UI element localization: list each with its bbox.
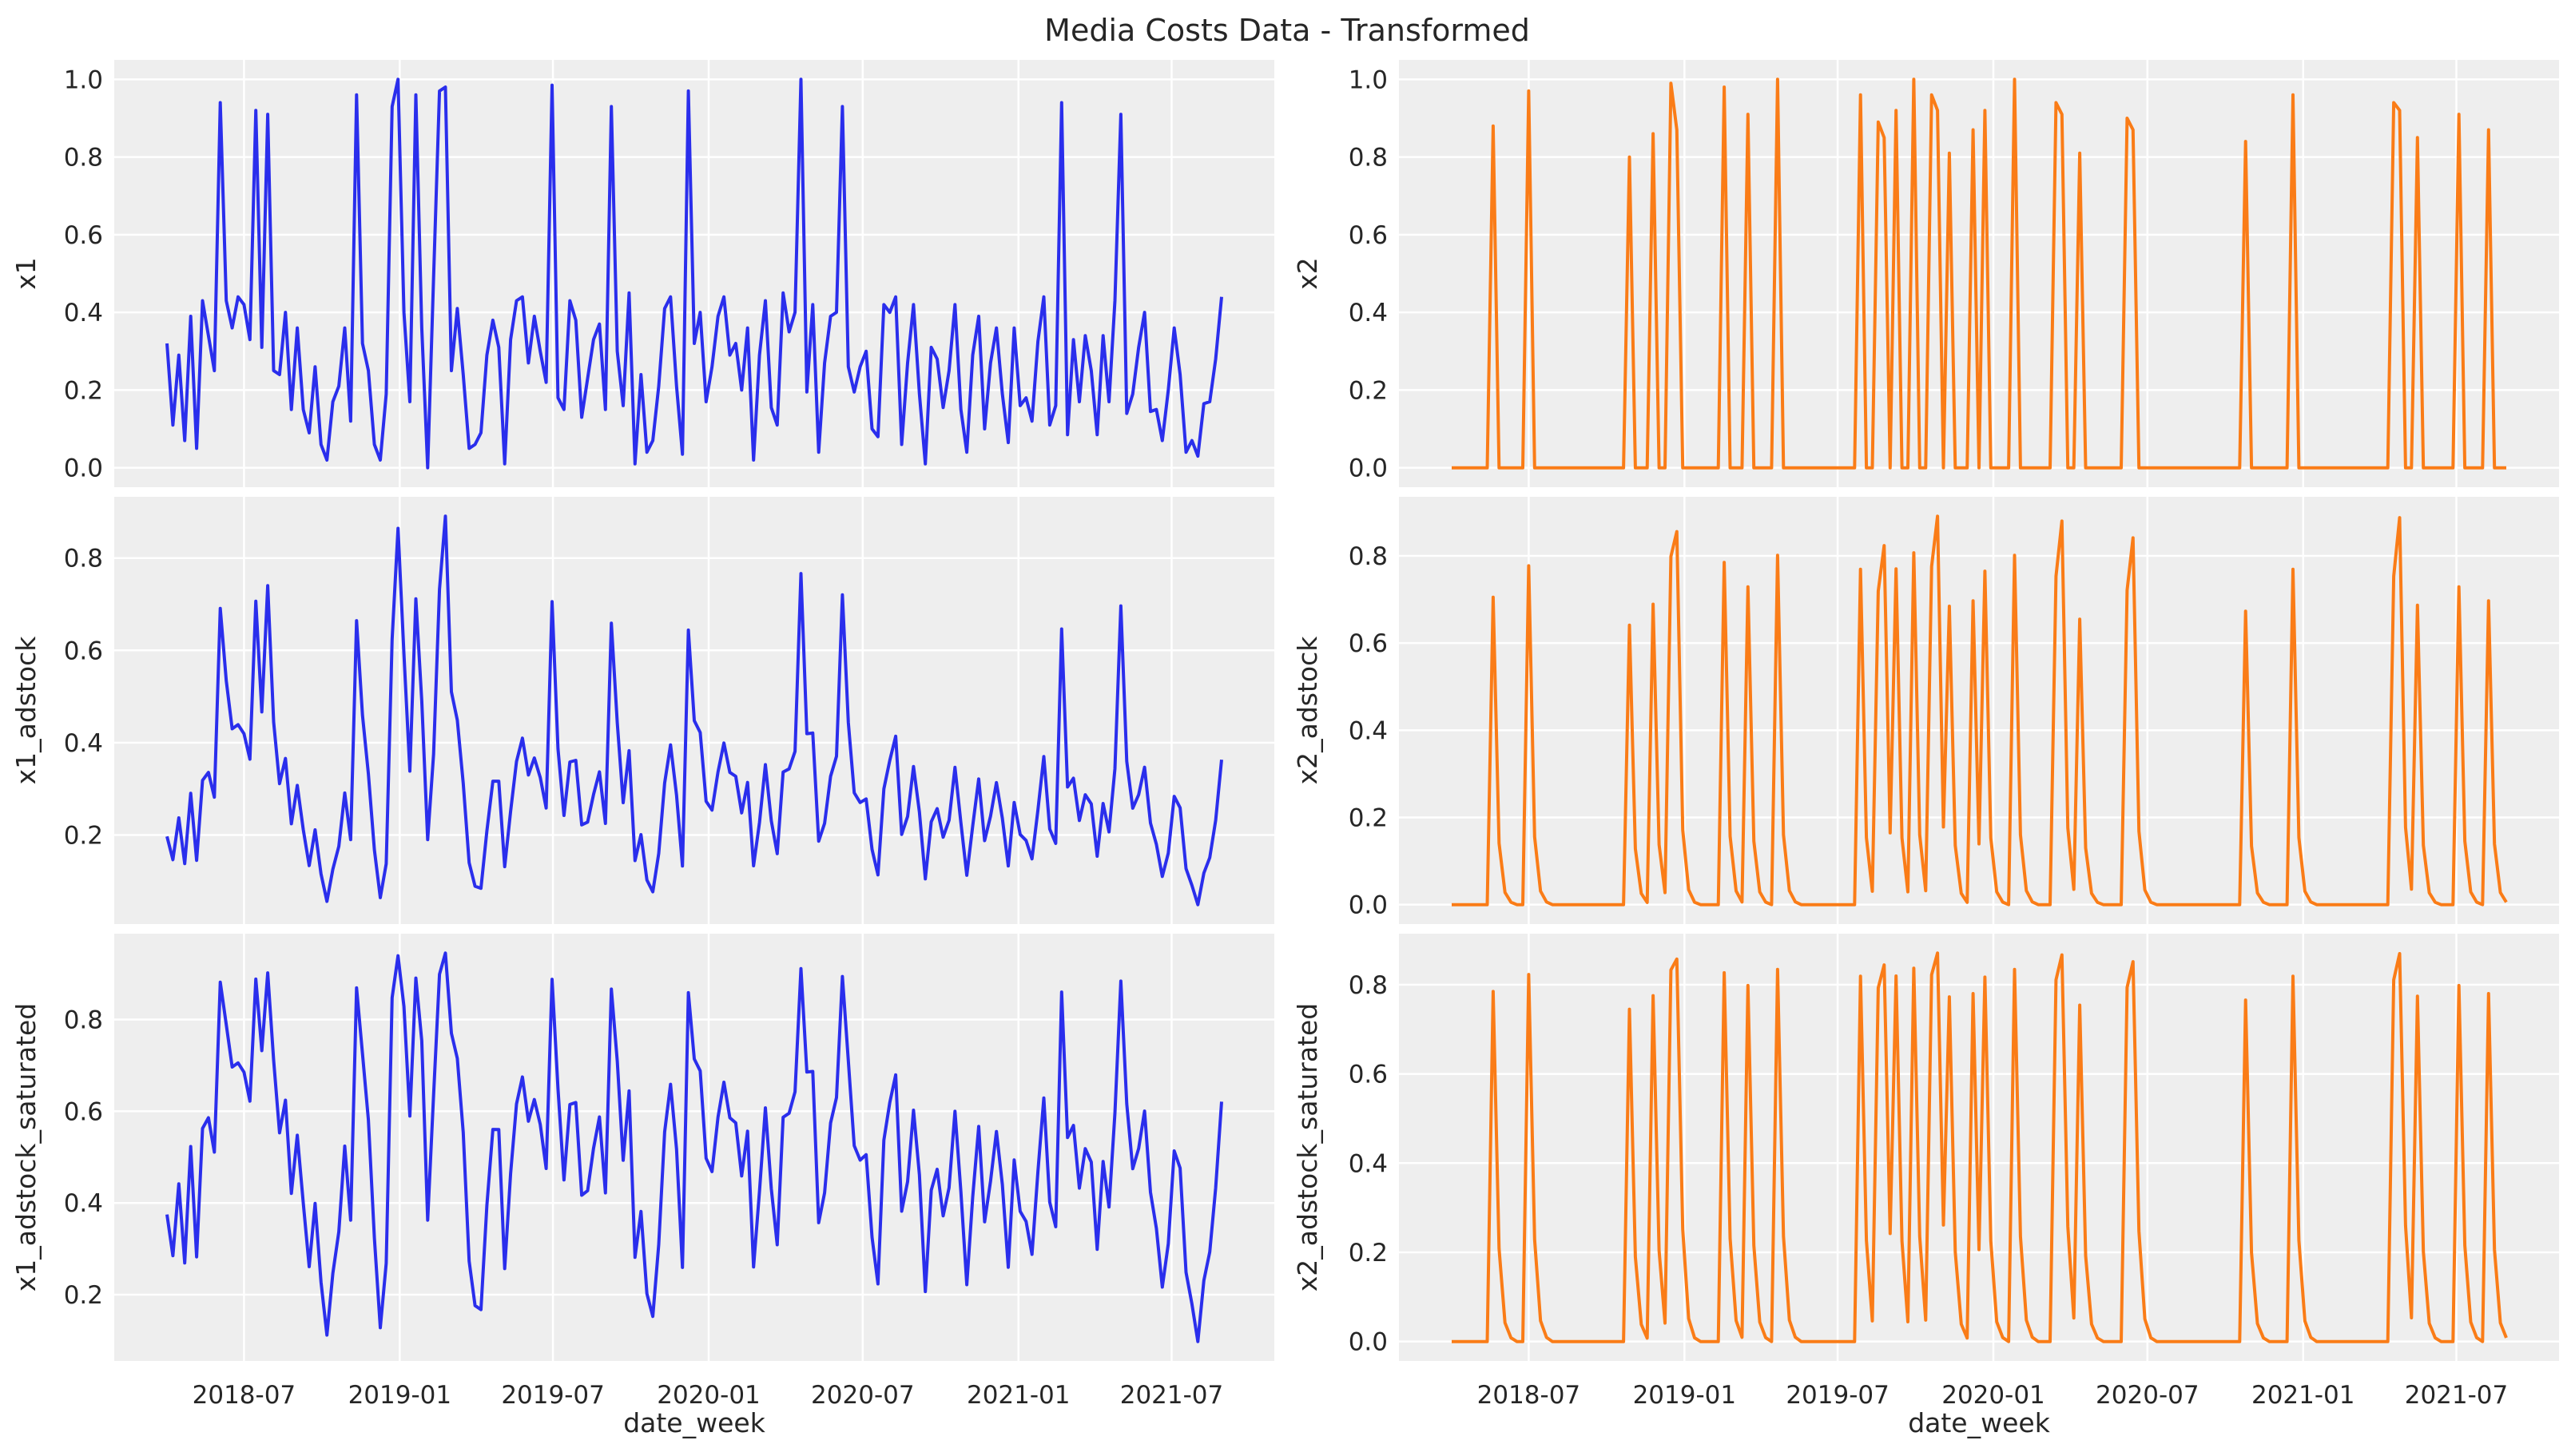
plot-background xyxy=(1399,497,2559,924)
x-tick-label: 2019-01 xyxy=(1633,1381,1737,1410)
series-line-x1 xyxy=(165,77,1223,470)
series-line-x2_adstock xyxy=(1452,514,2508,907)
y-tick-label: 0.6 xyxy=(64,1097,103,1126)
x-tick-label: 2020-07 xyxy=(811,1381,915,1410)
y-tick-label: 0.6 xyxy=(1349,629,1388,658)
x-tick-label: 2021-01 xyxy=(2251,1381,2355,1410)
y-tick-label: 0.0 xyxy=(1349,454,1388,483)
plot-background xyxy=(114,934,1274,1361)
series-line-x1_adstock xyxy=(165,514,1223,907)
x-axis-label: date_week xyxy=(623,1407,766,1438)
y-tick-label: 0.2 xyxy=(64,821,103,850)
y-tick-label: 0.6 xyxy=(1349,1061,1388,1089)
y-tick-label: 0.6 xyxy=(64,221,103,250)
y-tick-label: 0.6 xyxy=(1349,221,1388,250)
y-tick-label: 0.2 xyxy=(64,376,103,405)
y-tick-label: 1.0 xyxy=(1349,65,1388,94)
y-tick-label: 0.2 xyxy=(1349,1239,1388,1268)
subplot-x1: 0.0 0.2 0.4 0.6 0.8 1.0 x1 xyxy=(10,60,1274,487)
series-line-x1_adstock_saturated xyxy=(165,951,1223,1343)
y-tick-label: 0.4 xyxy=(1349,1149,1388,1178)
y-tick-label: 0.6 xyxy=(64,637,103,665)
y-axis-label: x1 xyxy=(10,257,42,290)
y-tick-label: 0.8 xyxy=(64,1006,103,1034)
y-axis-label: x2_adstock_saturated xyxy=(1292,1003,1323,1292)
subplot-x2_adstock_saturated: 2018-07 2019-01 2019-07 2020-01 2020-07 2021-… xyxy=(1292,934,2559,1438)
y-tick-label: 0.0 xyxy=(1349,891,1388,920)
plot-background xyxy=(1399,934,2559,1361)
y-axis-label: x2_adstock xyxy=(1292,636,1323,785)
y-tick-label: 1.0 xyxy=(64,65,103,94)
subplot-x1_adstock: 0.2 0.4 0.6 0.8 x1_adstock xyxy=(10,497,1274,924)
y-tick-label: 0.8 xyxy=(64,545,103,573)
x-axis-label: date_week xyxy=(1908,1407,2051,1438)
x-tick-label: 2019-07 xyxy=(1786,1381,1890,1410)
y-tick-label: 0.4 xyxy=(1349,716,1388,745)
subplot-x2_adstock: 0.0 0.2 0.4 0.6 0.8 x2_adstock xyxy=(1292,497,2559,924)
x-tick-label: 2021-07 xyxy=(2405,1381,2509,1410)
y-tick-label: 0.8 xyxy=(64,144,103,173)
y-tick-label: 0.8 xyxy=(1349,144,1388,173)
x-tick-label: 2021-07 xyxy=(1120,1381,1224,1410)
series-line-x2_adstock_saturated xyxy=(1452,951,2508,1343)
figure-title: Media Costs Data - Transformed xyxy=(1044,13,1530,48)
subplot-x1_adstock_saturated: 2018-07 2019-01 2019-07 2020-01 2020-07 2021-… xyxy=(10,934,1274,1438)
y-axis-label: x2 xyxy=(1292,257,1323,290)
x-tick-label: 2018-07 xyxy=(193,1381,296,1410)
y-tick-label: 0.2 xyxy=(1349,376,1388,405)
y-tick-label: 0.4 xyxy=(64,1189,103,1218)
y-axis-label: x1_adstock xyxy=(10,636,42,785)
x-tick-label: 2020-01 xyxy=(657,1381,761,1410)
y-tick-label: 0.8 xyxy=(1349,971,1388,1000)
x-tick-label: 2018-07 xyxy=(1477,1381,1581,1410)
y-tick-label: 0.2 xyxy=(1349,804,1388,833)
series-line-x2 xyxy=(1452,77,2506,470)
y-tick-label: 0.2 xyxy=(64,1281,103,1310)
plot-background xyxy=(114,60,1274,487)
x-tick-label: 2019-07 xyxy=(501,1381,605,1410)
y-tick-label: 0.4 xyxy=(64,299,103,327)
x-tick-label: 2020-07 xyxy=(2096,1381,2199,1410)
y-axis-label: x1_adstock_saturated xyxy=(10,1003,42,1292)
x-tick-label: 2021-01 xyxy=(967,1381,1071,1410)
y-tick-label: 0.8 xyxy=(1349,542,1388,571)
subplot-x2: 0.0 0.2 0.4 0.6 0.8 1.0 x2 xyxy=(1292,60,2559,487)
x-tick-label: 2019-01 xyxy=(348,1381,452,1410)
x-tick-label: 2020-01 xyxy=(1941,1381,2045,1410)
y-tick-label: 0.0 xyxy=(1349,1328,1388,1357)
y-tick-label: 0.0 xyxy=(64,454,103,483)
y-tick-label: 0.4 xyxy=(64,729,103,758)
y-tick-label: 0.4 xyxy=(1349,299,1388,327)
